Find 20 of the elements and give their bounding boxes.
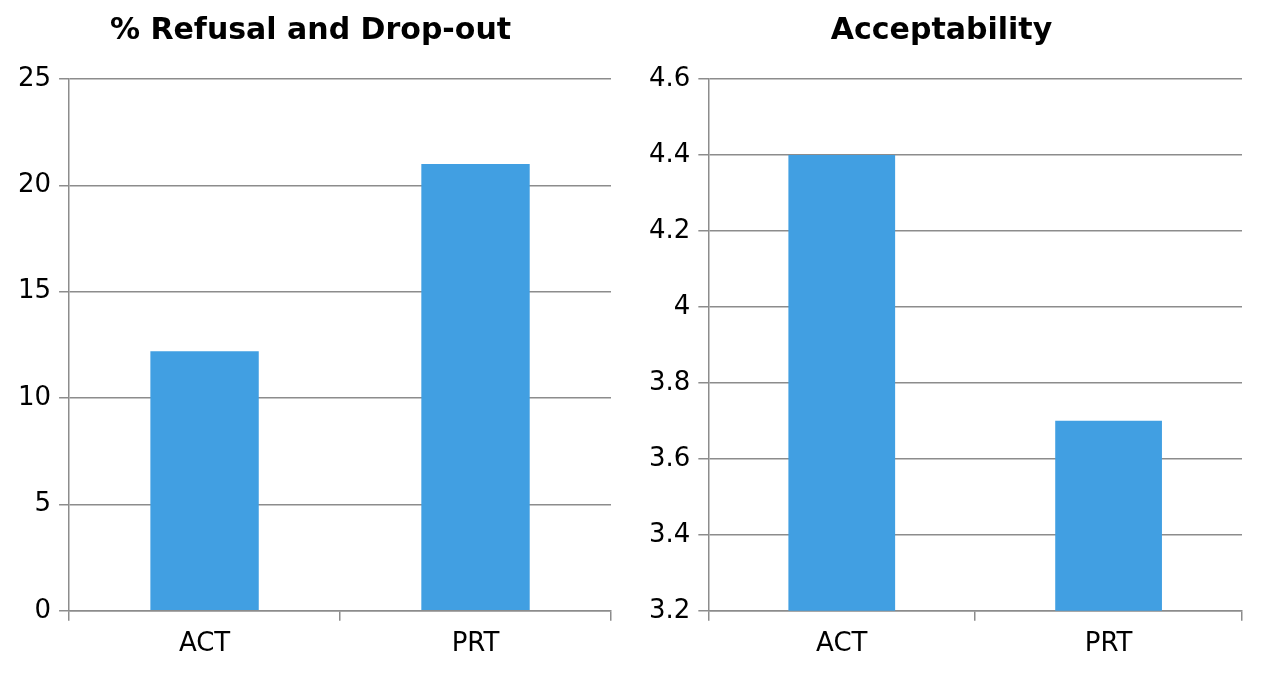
chart-title: Acceptability <box>830 10 1053 46</box>
y-tick-label: 3.6 <box>648 441 691 472</box>
y-tick-label: 15 <box>17 274 52 305</box>
y-tick-label: 3.4 <box>648 517 691 548</box>
x-tick-label: PRT <box>451 627 500 658</box>
y-tick-label: 4.4 <box>648 137 691 168</box>
y-tick-label: 4.6 <box>648 61 691 92</box>
y-tick-label: 20 <box>17 168 52 199</box>
y-tick-label: 3.8 <box>648 365 691 396</box>
x-tick-label: ACT <box>178 627 231 658</box>
y-tick-label: 25 <box>17 61 52 92</box>
chart-title: % Refusal and Drop-out <box>109 10 512 46</box>
y-tick-label: 0 <box>34 593 52 624</box>
y-tick-label: 4 <box>673 289 691 320</box>
y-tick-label: 10 <box>17 380 52 411</box>
x-tick-label: ACT <box>816 627 868 658</box>
y-tick-label: 5 <box>34 487 52 518</box>
y-tick-label: 3.2 <box>648 593 691 624</box>
y-tick-label: 4.2 <box>648 213 691 244</box>
x-tick-label: PRT <box>1084 627 1133 658</box>
